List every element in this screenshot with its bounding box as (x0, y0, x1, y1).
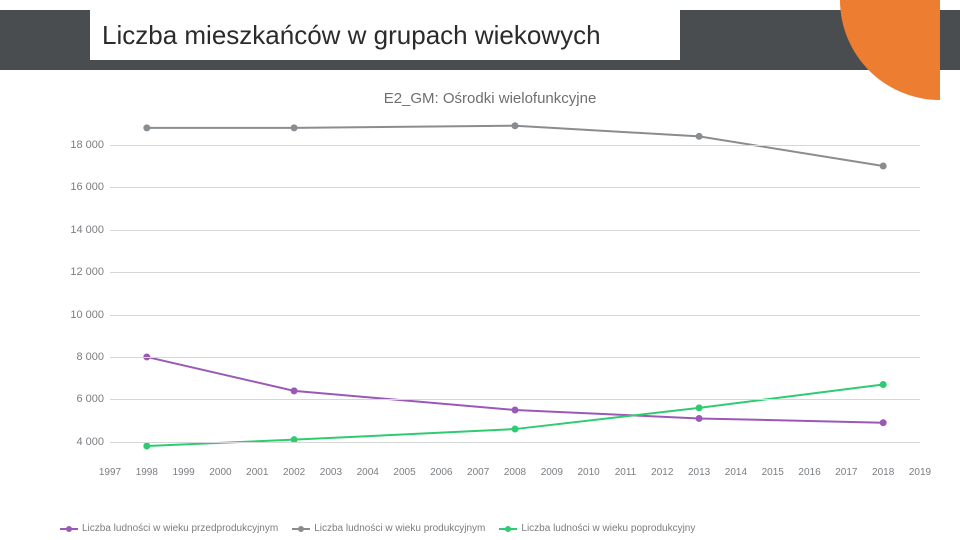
grid-area (110, 113, 920, 463)
x-tick-label: 2001 (246, 467, 268, 478)
x-tick-label: 2004 (357, 467, 379, 478)
x-tick-label: 1997 (99, 467, 121, 478)
legend-label: Liczba ludności w wieku przedprodukcyjny… (82, 523, 278, 534)
x-tick-label: 2005 (393, 467, 415, 478)
series-marker (880, 381, 887, 388)
gridline (110, 187, 920, 188)
y-tick-label: 18 000 (70, 139, 104, 151)
accent-shape (840, 0, 940, 100)
x-tick-label: 2009 (541, 467, 563, 478)
series-marker (512, 406, 519, 413)
legend-label: Liczba ludności w wieku produkcyjnym (314, 523, 485, 534)
header-bar: Liczba mieszkańców w grupach wiekowych (0, 10, 960, 70)
legend-swatch (499, 525, 517, 533)
series-marker (143, 124, 150, 131)
chart: E2_GM: Ośrodki wielofunkcyjne 4 000 6 000… (60, 90, 920, 530)
gridline (110, 315, 920, 316)
x-tick-label: 2015 (762, 467, 784, 478)
page-title: Liczba mieszkańców w grupach wiekowych (102, 20, 601, 51)
series-marker (512, 426, 519, 433)
y-tick-label: 4 000 (76, 436, 104, 448)
x-tick-label: 2012 (651, 467, 673, 478)
x-tick-label: 2002 (283, 467, 305, 478)
series-line (147, 385, 883, 447)
series-marker (880, 419, 887, 426)
chart-title: E2_GM: Ośrodki wielofunkcyjne (60, 90, 920, 107)
gridline (110, 399, 920, 400)
y-axis: 4 000 6 000 8 000 10 000 12 000 14 000 16 000 1… (60, 113, 110, 463)
x-tick-label: 2006 (430, 467, 452, 478)
gridline (110, 230, 920, 231)
x-tick-label: 2003 (320, 467, 342, 478)
gridline (110, 442, 920, 443)
x-tick-label: 2019 (909, 467, 931, 478)
gridline (110, 145, 920, 146)
gridline (110, 357, 920, 358)
series-marker (696, 133, 703, 140)
x-axis: 1997199819992000200120022003200420052006… (110, 463, 920, 483)
legend-item: Liczba ludności w wieku przedprodukcyjny… (60, 523, 278, 534)
y-tick-label: 8 000 (76, 351, 104, 363)
y-tick-label: 6 000 (76, 393, 104, 405)
x-tick-label: 2016 (798, 467, 820, 478)
x-tick-label: 2017 (835, 467, 857, 478)
y-tick-label: 12 000 (70, 266, 104, 278)
legend-swatch (60, 525, 78, 533)
x-tick-label: 1998 (136, 467, 158, 478)
plot-area: 4 000 6 000 8 000 10 000 12 000 14 000 16 000 1… (60, 113, 920, 483)
series-marker (512, 122, 519, 129)
y-tick-label: 10 000 (70, 309, 104, 321)
series-marker (696, 404, 703, 411)
x-tick-label: 2018 (872, 467, 894, 478)
series-marker (143, 443, 150, 450)
series-marker (291, 124, 298, 131)
x-tick-label: 2013 (688, 467, 710, 478)
legend-label: Liczba ludności w wieku poprodukcyjny (521, 523, 695, 534)
legend-item: Liczba ludności w wieku produkcyjnym (292, 523, 485, 534)
x-tick-label: 2000 (209, 467, 231, 478)
x-tick-label: 2007 (467, 467, 489, 478)
x-tick-label: 2011 (615, 467, 637, 478)
legend-item: Liczba ludności w wieku poprodukcyjny (499, 523, 695, 534)
series-line (147, 126, 883, 166)
x-tick-label: 1999 (173, 467, 195, 478)
y-tick-label: 16 000 (70, 181, 104, 193)
x-tick-label: 2010 (578, 467, 600, 478)
series-marker (696, 415, 703, 422)
series-marker (880, 163, 887, 170)
legend-swatch (292, 525, 310, 533)
legend: Liczba ludności w wieku przedprodukcyjny… (60, 523, 920, 534)
gridline (110, 272, 920, 273)
y-tick-label: 14 000 (70, 224, 104, 236)
series-marker (291, 387, 298, 394)
header-title-strip: Liczba mieszkańców w grupach wiekowych (90, 10, 680, 60)
x-tick-label: 2008 (504, 467, 526, 478)
x-tick-label: 2014 (725, 467, 747, 478)
line-layer (110, 113, 920, 463)
